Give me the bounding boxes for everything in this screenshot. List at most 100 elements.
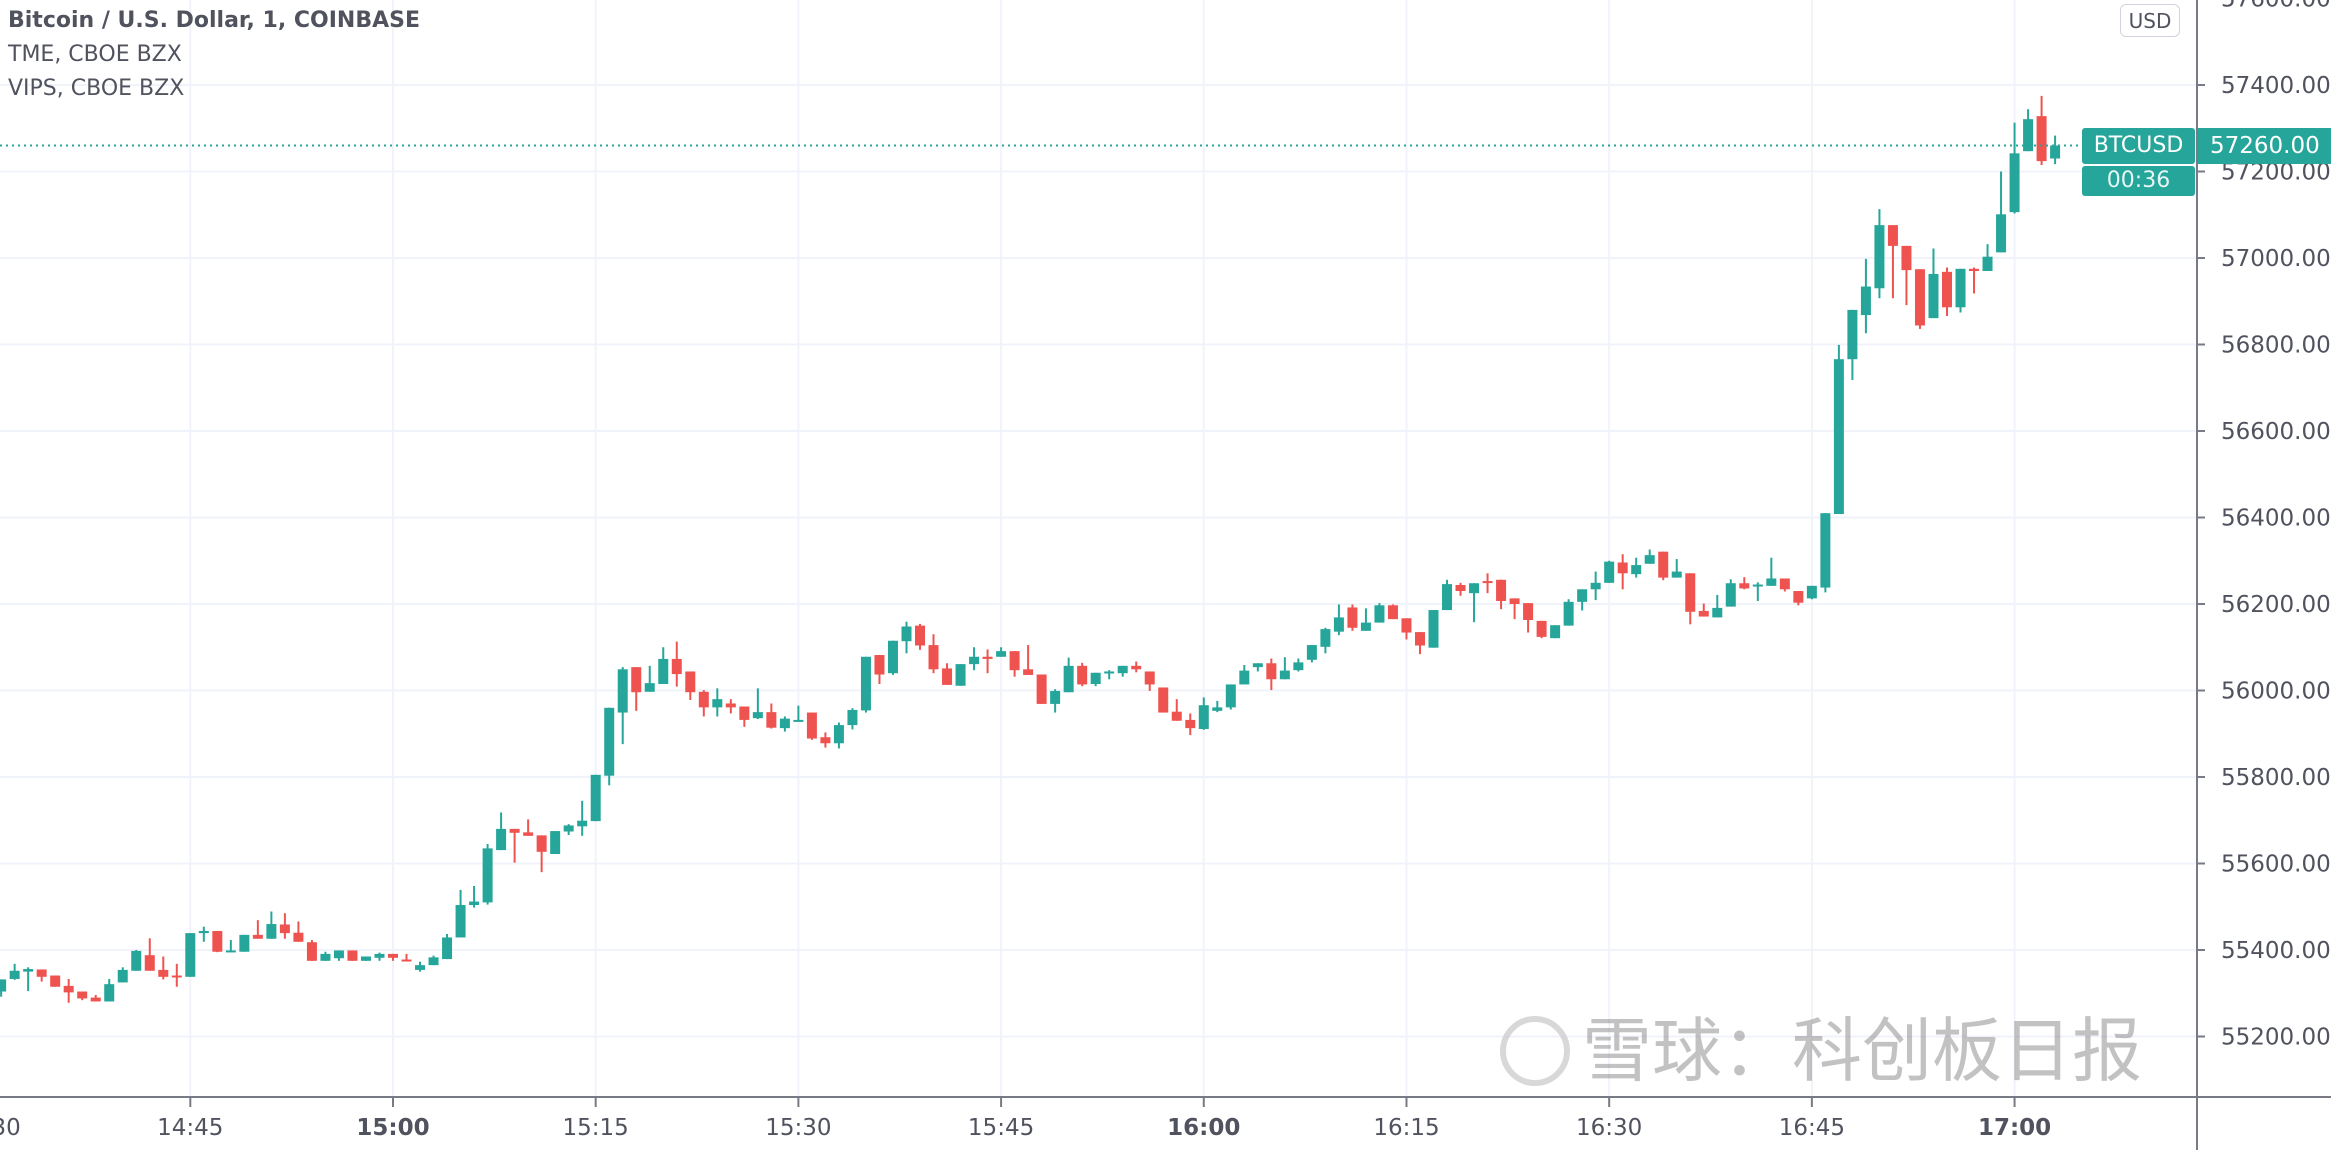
candle [442, 933, 453, 960]
candle-body [1941, 271, 1952, 308]
candle [1577, 589, 1588, 611]
candle-body [523, 832, 534, 836]
candle [1712, 594, 1723, 618]
candle-body [1306, 645, 1317, 660]
candle [36, 969, 47, 982]
candle-body [266, 924, 277, 939]
candle-body [306, 942, 317, 961]
candle [144, 938, 155, 971]
candle [617, 667, 628, 745]
candle-body [577, 820, 588, 827]
candle-body [887, 640, 898, 674]
candle-body [1766, 578, 1777, 586]
candle [523, 819, 534, 836]
candle-body [333, 950, 344, 959]
candle [1996, 171, 2007, 253]
x-tick-label: 14:45 [157, 1115, 223, 1141]
candle [401, 953, 412, 962]
watermark-text: 雪球：科创板日报 [1582, 1010, 2142, 1092]
candle [942, 663, 953, 685]
x-tick-label: 17:00 [1978, 1115, 2051, 1141]
candle-body [942, 668, 953, 685]
candle [1941, 267, 1952, 316]
candle [739, 706, 750, 727]
currency-button[interactable]: USD [2120, 4, 2180, 37]
candle [604, 707, 615, 786]
candle [1387, 604, 1398, 620]
candle [1739, 577, 1750, 590]
candle [482, 844, 493, 905]
candle-body [1252, 663, 1263, 668]
candle [1036, 674, 1047, 704]
candle [1509, 598, 1520, 620]
candle [63, 978, 74, 1003]
candle [712, 688, 723, 717]
candle [306, 940, 317, 961]
candle-body [1387, 605, 1398, 620]
candle [1198, 697, 1209, 730]
candle [1333, 604, 1344, 636]
candle [779, 716, 790, 732]
candle-body [415, 965, 426, 970]
candle-body [644, 683, 655, 692]
x-tick-label: 16:30 [1576, 1115, 1642, 1141]
candle-body [1347, 607, 1358, 628]
candle [496, 812, 507, 851]
candle-body [1712, 607, 1723, 618]
candle [1631, 557, 1642, 578]
legend-overlay-tme[interactable]: TME, CBOE BZX [8, 42, 182, 67]
candle [279, 913, 290, 939]
candle [509, 828, 520, 863]
y-tick-label: 56000.00 [2221, 679, 2331, 705]
candle [1833, 344, 1844, 515]
candle [252, 920, 263, 939]
candle-body [1360, 622, 1371, 631]
candle-body [915, 625, 926, 646]
candle [1279, 657, 1290, 680]
candle [1820, 513, 1831, 593]
candle [1185, 713, 1196, 736]
legend-main-series[interactable]: Bitcoin / U.S. Dollar, 1, COINBASE [8, 8, 420, 33]
candle-body [279, 924, 290, 934]
candle [1523, 603, 1534, 633]
candle [590, 774, 601, 822]
candle-body [9, 970, 20, 979]
candle [1469, 583, 1480, 623]
candle [1455, 582, 1466, 596]
x-tick-label: 16:00 [1167, 1115, 1240, 1141]
last-price-value: 57260.00 [2210, 133, 2320, 159]
candle [293, 921, 304, 942]
candle [90, 994, 101, 1002]
candle-body [1374, 605, 1385, 623]
candle-body [1604, 561, 1615, 583]
candle-body [1442, 584, 1453, 611]
candle-body [901, 626, 912, 642]
candle-body [252, 934, 263, 939]
candle [1536, 620, 1547, 639]
candle-body [658, 658, 669, 685]
candle-body [158, 969, 169, 977]
candle [1442, 579, 1453, 611]
legend-overlay-vips[interactable]: VIPS, CBOE BZX [8, 76, 185, 101]
candle [1752, 582, 1763, 601]
candle [374, 952, 385, 961]
candle [1320, 627, 1331, 654]
candle [874, 655, 885, 685]
candle-body [1955, 268, 1966, 308]
candle-body [671, 658, 682, 675]
candle-body [1239, 670, 1250, 685]
candle-body [1104, 671, 1115, 674]
candle [347, 950, 358, 961]
candle-body [1050, 690, 1061, 704]
candle-body [1969, 268, 1980, 271]
candle [428, 955, 439, 966]
last-price-badge: 57260.00 [2198, 128, 2331, 164]
candle-body [496, 828, 507, 851]
candle-body [1725, 583, 1736, 607]
candle [1131, 661, 1142, 673]
candle [415, 961, 426, 972]
candle [266, 911, 277, 939]
candle-body [1428, 610, 1439, 648]
candle-body [1536, 620, 1547, 637]
